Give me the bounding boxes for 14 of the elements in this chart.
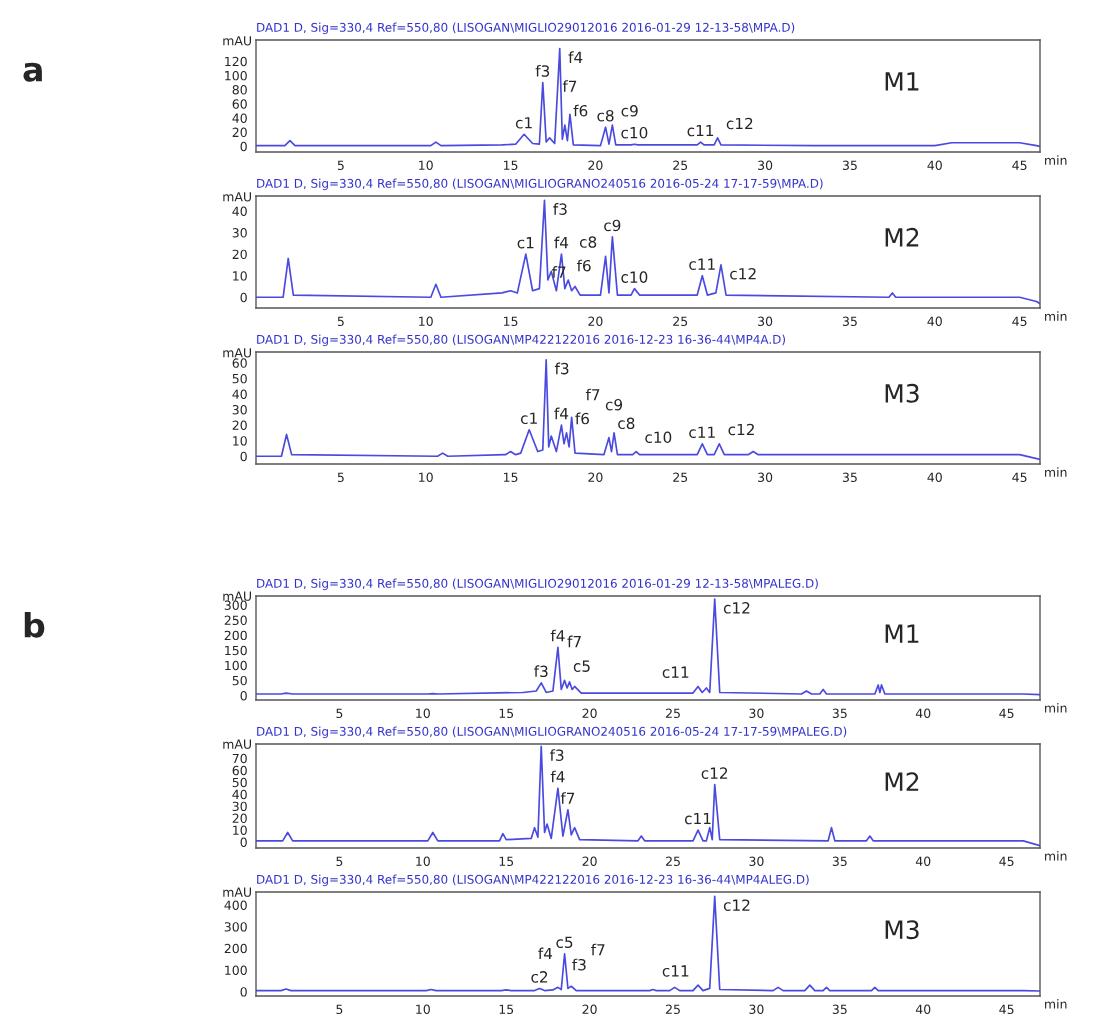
line-series <box>256 598 1040 696</box>
line-series <box>256 745 1040 847</box>
line-series <box>256 358 1040 461</box>
annotation: M1 <box>885 624 919 643</box>
annotation: M1 <box>885 72 919 91</box>
line-series <box>256 895 1040 992</box>
line-series <box>256 47 1040 148</box>
text: b <box>24 612 45 638</box>
annotation: M3 <box>885 383 919 403</box>
annotation: M2 <box>885 772 919 791</box>
annotation: M3 <box>885 920 919 940</box>
line-series <box>256 199 1040 305</box>
annotation: M2 <box>885 227 919 247</box>
text: a <box>23 62 42 82</box>
